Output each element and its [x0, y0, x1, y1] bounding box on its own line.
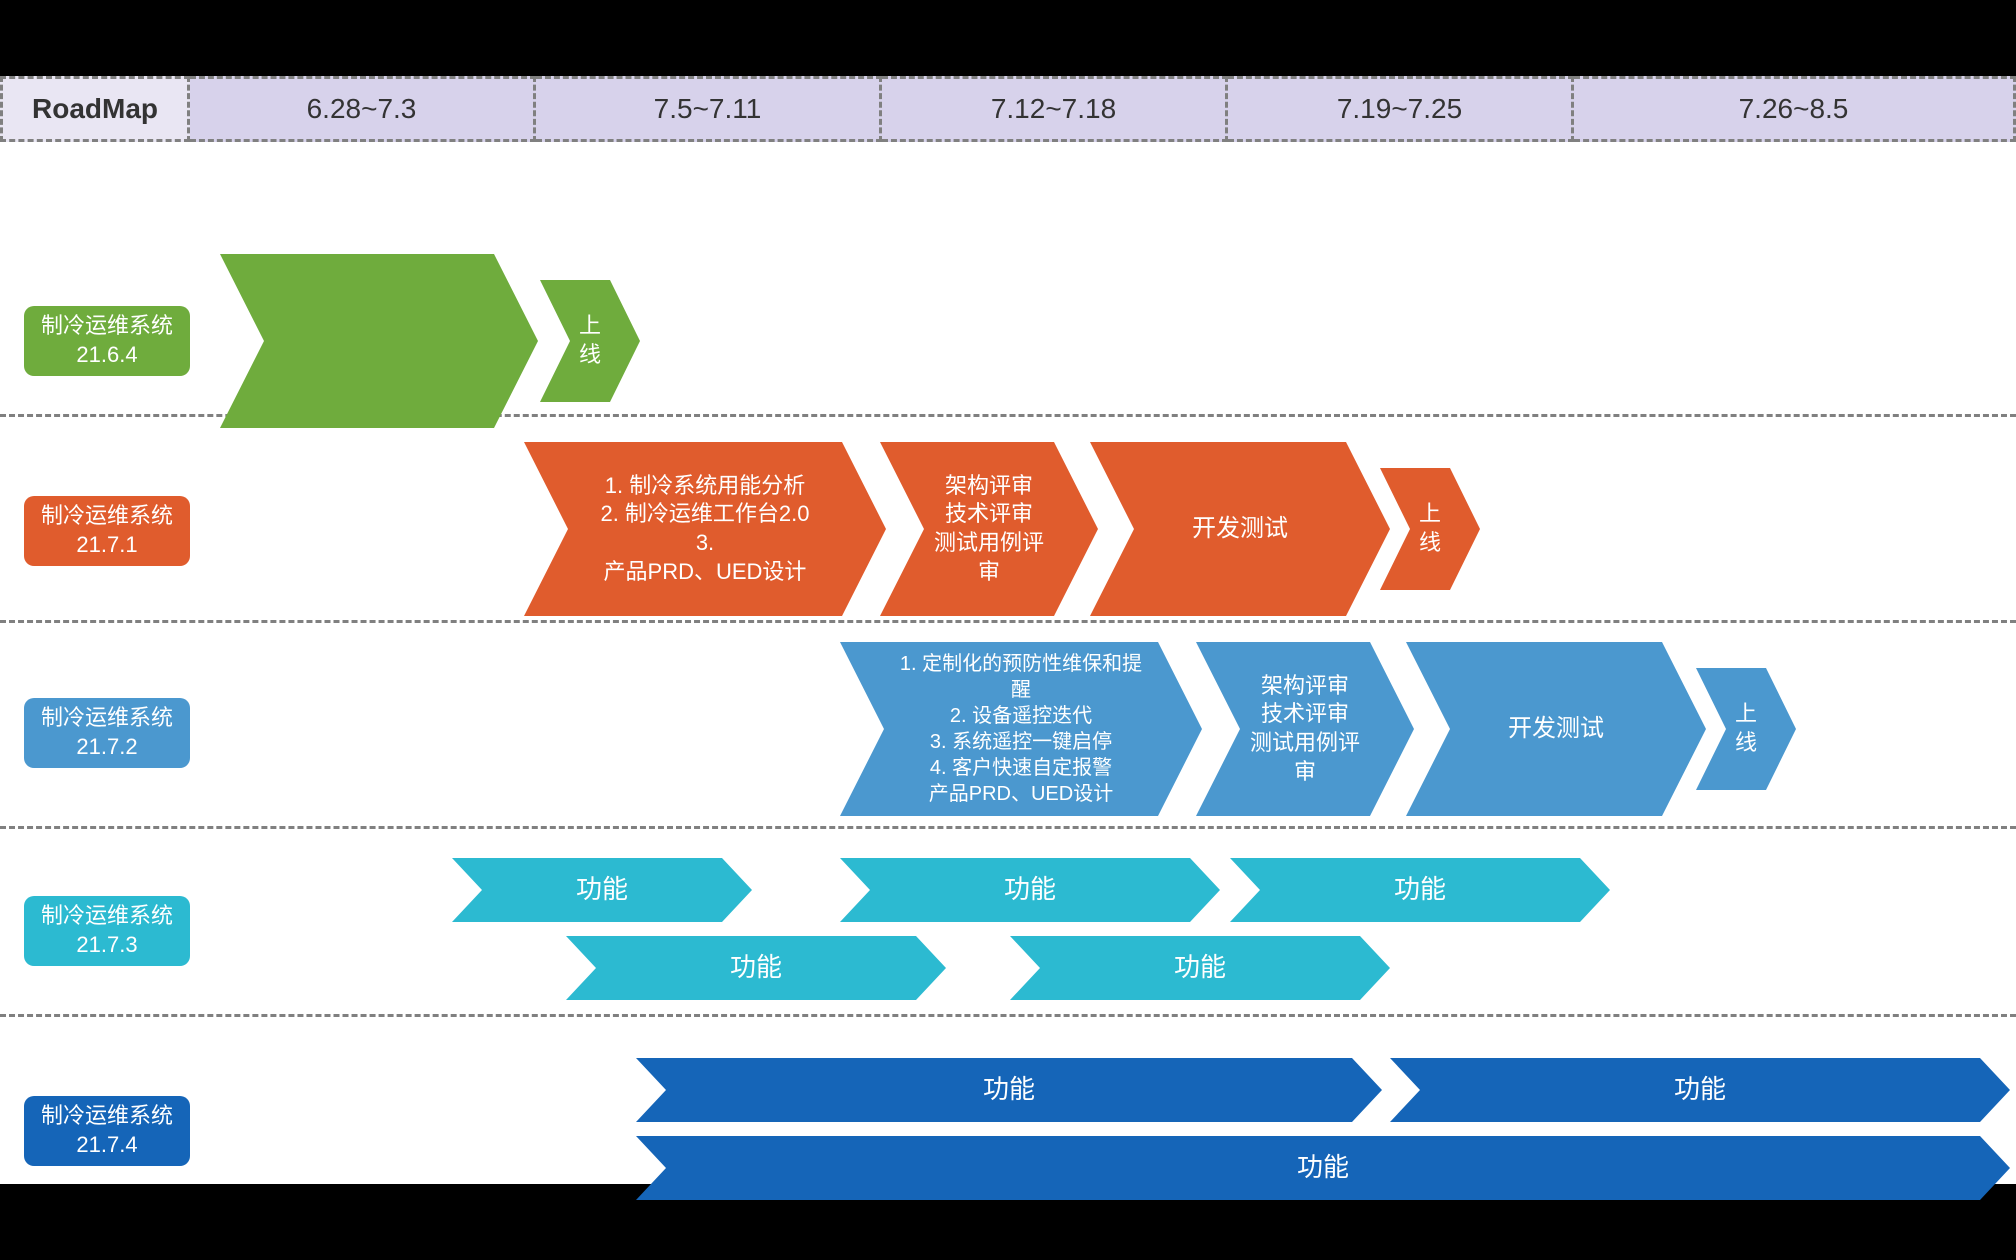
row-label-2-line-1: 21.7.2 — [76, 733, 137, 762]
arrow-label-r3-0: 功能 — [482, 858, 722, 922]
arrow-label-r4-2: 功能 — [666, 1136, 1980, 1200]
row-label-4-line-1: 21.7.4 — [76, 1131, 137, 1160]
row-label-3-line-0: 制冷运维系统 — [41, 902, 173, 931]
row-separator-2 — [0, 826, 2016, 829]
arrow-label-r3-1: 功能 — [870, 858, 1190, 922]
row-label-4-line-0: 制冷运维系统 — [41, 1102, 173, 1131]
roadmap-slide: RoadMap6.28~7.37.5~7.117.12~7.187.19~7.2… — [0, 0, 2016, 1260]
arrow-label-r2-0: 1. 定制化的预防性维保和提醒 2. 设备遥控迭代 3. 系统遥控一键启停 4.… — [884, 642, 1158, 816]
roadmap-canvas: RoadMap6.28~7.37.5~7.117.12~7.187.19~7.2… — [0, 76, 2016, 1184]
header-col-1: 7.5~7.11 — [536, 76, 882, 142]
row-label-1-line-1: 21.7.1 — [76, 531, 137, 560]
arrow-label-r2-1: 架构评审 技术评审 测试用例评审 — [1240, 642, 1370, 816]
header-col-2: 7.12~7.18 — [882, 76, 1228, 142]
arrow-label-r3-4: 功能 — [1040, 936, 1360, 1000]
arrow-label-r0-1: 上线 — [570, 280, 610, 402]
row-label-3: 制冷运维系统21.7.3 — [24, 896, 190, 966]
arrow-label-r2-2: 开发测试 — [1450, 642, 1662, 816]
header-title: RoadMap — [0, 76, 190, 142]
arrow-label-r4-0: 功能 — [666, 1058, 1352, 1122]
header-col-0: 6.28~7.3 — [190, 76, 536, 142]
arrow-label-r3-3: 功能 — [596, 936, 916, 1000]
row-label-2-line-0: 制冷运维系统 — [41, 704, 173, 733]
row-label-4: 制冷运维系统21.7.4 — [24, 1096, 190, 1166]
row-separator-3 — [0, 1014, 2016, 1017]
row-label-0-line-0: 制冷运维系统 — [41, 312, 173, 341]
header-col-3: 7.19~7.25 — [1228, 76, 1574, 142]
arrow-r0-0 — [220, 254, 538, 428]
arrow-label-r2-3: 上线 — [1726, 668, 1766, 790]
row-label-0-line-1: 21.6.4 — [76, 341, 137, 370]
arrow-label-r3-2: 功能 — [1260, 858, 1580, 922]
arrow-label-r1-2: 开发测试 — [1134, 442, 1346, 616]
arrow-label-r1-1: 架构评审 技术评审 测试用例评审 — [924, 442, 1054, 616]
row-label-2: 制冷运维系统21.7.2 — [24, 698, 190, 768]
row-label-3-line-1: 21.7.3 — [76, 931, 137, 960]
arrow-label-r1-3: 上线 — [1410, 468, 1450, 590]
row-label-1-line-0: 制冷运维系统 — [41, 502, 173, 531]
roadmap-header-row: RoadMap6.28~7.37.5~7.117.12~7.187.19~7.2… — [0, 76, 2016, 142]
row-label-0: 制冷运维系统21.6.4 — [24, 306, 190, 376]
header-col-4: 7.26~8.5 — [1574, 76, 2016, 142]
arrow-label-r4-1: 功能 — [1420, 1058, 1980, 1122]
arrow-label-r1-0: 1. 制冷系统用能分析 2. 制冷运维工作台2.0 3. 产品PRD、UED设计 — [568, 442, 842, 616]
row-separator-1 — [0, 620, 2016, 623]
row-label-1: 制冷运维系统21.7.1 — [24, 496, 190, 566]
